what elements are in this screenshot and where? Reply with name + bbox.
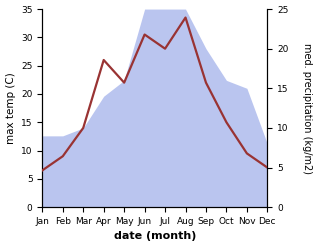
X-axis label: date (month): date (month) (114, 231, 196, 242)
Y-axis label: max temp (C): max temp (C) (5, 72, 16, 144)
Y-axis label: med. precipitation (kg/m2): med. precipitation (kg/m2) (302, 43, 313, 174)
